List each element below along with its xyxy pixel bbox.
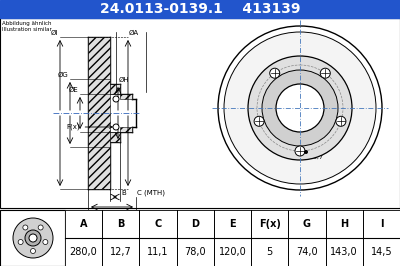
Text: 120,0: 120,0 (219, 247, 246, 257)
Circle shape (25, 230, 41, 246)
Bar (120, 127, 132, 132)
Circle shape (113, 124, 119, 130)
Text: E: E (229, 219, 236, 229)
Bar (110, 84, 120, 94)
Bar (0, 0, 400, 18)
Text: I: I (380, 219, 383, 229)
Circle shape (248, 56, 352, 160)
Circle shape (38, 225, 43, 230)
Circle shape (320, 68, 330, 78)
Circle shape (276, 84, 324, 132)
Bar (65, 210, 400, 238)
Bar (0, 18, 400, 208)
Circle shape (295, 146, 305, 156)
Bar (0, 210, 400, 266)
Circle shape (262, 70, 338, 146)
Text: F(x): F(x) (259, 219, 281, 229)
Circle shape (13, 218, 53, 258)
Circle shape (336, 116, 346, 126)
Circle shape (224, 32, 376, 184)
Text: C: C (154, 219, 162, 229)
Circle shape (304, 150, 308, 154)
Text: ØI: ØI (51, 30, 58, 36)
Text: 14,5: 14,5 (370, 247, 392, 257)
Text: ATE: ATE (271, 119, 345, 153)
Text: G: G (303, 219, 311, 229)
Circle shape (29, 234, 37, 242)
Circle shape (23, 225, 28, 230)
Text: F(x): F(x) (66, 124, 112, 130)
Bar (110, 132, 120, 142)
Circle shape (270, 68, 280, 78)
Text: 24.0113-0139.1    413139: 24.0113-0139.1 413139 (100, 2, 300, 16)
Text: 280,0: 280,0 (70, 247, 98, 257)
Text: 12,7: 12,7 (110, 247, 132, 257)
Text: 74,0: 74,0 (296, 247, 318, 257)
Text: D: D (109, 211, 115, 217)
Text: D: D (191, 219, 199, 229)
Text: A: A (80, 219, 87, 229)
Text: 5: 5 (266, 247, 273, 257)
Text: ØA: ØA (129, 30, 139, 36)
Bar (0, 210, 65, 266)
Text: ØG: ØG (57, 72, 68, 78)
Circle shape (113, 96, 119, 102)
Circle shape (30, 248, 36, 253)
Bar (65, 238, 400, 266)
Text: 11,1: 11,1 (147, 247, 169, 257)
Text: Ø8,7: Ø8,7 (309, 155, 324, 160)
Circle shape (43, 239, 48, 244)
Text: 78,0: 78,0 (184, 247, 206, 257)
Text: Abbildung ähnlich: Abbildung ähnlich (2, 21, 52, 26)
Circle shape (254, 116, 264, 126)
Text: Illustration similar: Illustration similar (2, 27, 52, 32)
Text: ØE: ØE (68, 87, 78, 93)
Circle shape (18, 239, 23, 244)
Text: ØH: ØH (119, 77, 130, 83)
Circle shape (218, 26, 382, 190)
Bar (120, 94, 132, 99)
Text: B: B (117, 219, 124, 229)
Text: C (MTH): C (MTH) (137, 189, 165, 196)
Text: 143,0: 143,0 (330, 247, 358, 257)
Text: B: B (121, 190, 126, 196)
Bar (88, 37, 110, 189)
Text: H: H (340, 219, 348, 229)
